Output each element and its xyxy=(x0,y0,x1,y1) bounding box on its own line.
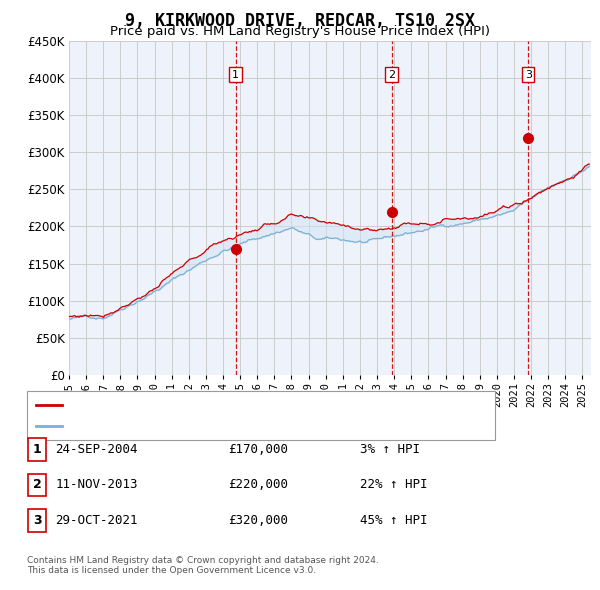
Text: 3% ↑ HPI: 3% ↑ HPI xyxy=(360,443,420,456)
Text: 2: 2 xyxy=(388,70,395,80)
Text: 45% ↑ HPI: 45% ↑ HPI xyxy=(360,514,427,527)
Text: 2: 2 xyxy=(33,478,41,491)
Text: 1: 1 xyxy=(33,443,41,456)
Text: 9, KIRKWOOD DRIVE, REDCAR, TS10 2SX (detached house): 9, KIRKWOOD DRIVE, REDCAR, TS10 2SX (det… xyxy=(67,399,396,409)
Text: 3: 3 xyxy=(524,70,532,80)
Text: Price paid vs. HM Land Registry's House Price Index (HPI): Price paid vs. HM Land Registry's House … xyxy=(110,25,490,38)
Text: £320,000: £320,000 xyxy=(228,514,288,527)
Text: 11-NOV-2013: 11-NOV-2013 xyxy=(55,478,138,491)
Text: 3: 3 xyxy=(33,514,41,527)
Text: 29-OCT-2021: 29-OCT-2021 xyxy=(55,514,138,527)
Text: 22% ↑ HPI: 22% ↑ HPI xyxy=(360,478,427,491)
Text: £220,000: £220,000 xyxy=(228,478,288,491)
Text: 24-SEP-2004: 24-SEP-2004 xyxy=(55,443,138,456)
Text: Contains HM Land Registry data © Crown copyright and database right 2024.
This d: Contains HM Land Registry data © Crown c… xyxy=(27,556,379,575)
Text: 1: 1 xyxy=(232,70,239,80)
Text: 9, KIRKWOOD DRIVE, REDCAR, TS10 2SX: 9, KIRKWOOD DRIVE, REDCAR, TS10 2SX xyxy=(125,12,475,30)
Text: HPI: Average price, detached house, Redcar and Cleveland: HPI: Average price, detached house, Redc… xyxy=(67,421,395,431)
Text: £170,000: £170,000 xyxy=(228,443,288,456)
